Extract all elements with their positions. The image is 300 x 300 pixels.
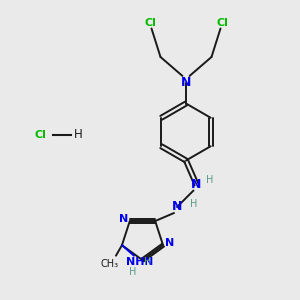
Text: N: N <box>144 256 153 267</box>
Text: H: H <box>190 199 197 209</box>
Text: NH: NH <box>126 257 145 267</box>
Text: H: H <box>206 175 214 185</box>
Text: N: N <box>191 178 202 191</box>
Text: Cl: Cl <box>216 17 228 28</box>
Text: H: H <box>129 267 136 277</box>
Text: Cl: Cl <box>144 17 156 28</box>
Text: H: H <box>144 257 151 267</box>
Text: N: N <box>172 200 182 214</box>
Text: Cl: Cl <box>34 130 46 140</box>
Text: N: N <box>165 238 174 248</box>
Text: N: N <box>118 214 128 224</box>
Text: N: N <box>181 76 191 89</box>
Text: H: H <box>74 128 82 142</box>
Text: CH₃: CH₃ <box>101 259 119 269</box>
